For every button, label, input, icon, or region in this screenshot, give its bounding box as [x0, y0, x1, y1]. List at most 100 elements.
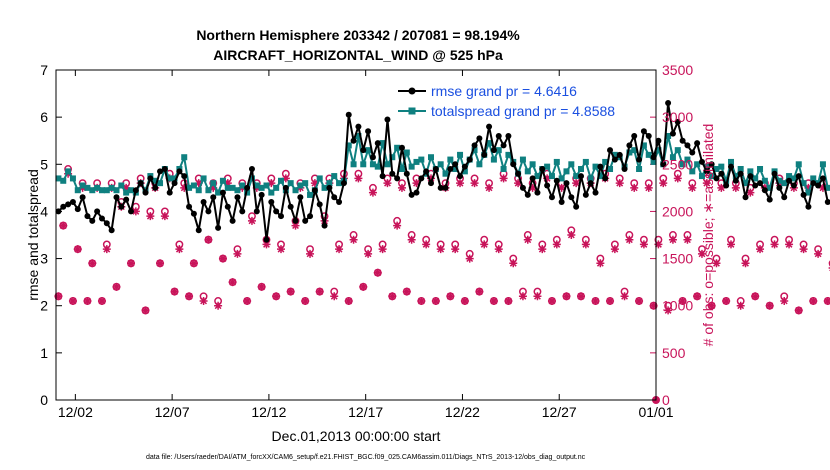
obs-assimilated-marker — [489, 297, 498, 305]
rmse-point — [166, 189, 173, 196]
rmse-point — [263, 236, 270, 243]
rmse-point — [679, 137, 686, 144]
rmse-point — [408, 191, 415, 198]
rmse-point — [219, 189, 226, 196]
totalspread-point — [210, 180, 217, 187]
rmse-point — [215, 224, 222, 231]
rmse-point — [563, 180, 570, 187]
obs-assimilated-marker — [780, 297, 789, 305]
rmse-point — [573, 203, 580, 210]
obs-assimilated-marker — [393, 221, 402, 230]
rmse-point — [442, 184, 449, 191]
x-tick-label: 12/12 — [251, 404, 286, 420]
totalspread-point — [703, 163, 710, 170]
rmse-point — [239, 208, 246, 215]
rmse-point — [602, 175, 609, 182]
obs-assimilated-marker — [243, 297, 252, 305]
obs-assimilated-marker — [407, 235, 416, 244]
totalspread-point — [563, 168, 570, 175]
rmse-point — [316, 201, 323, 208]
rmse-point — [524, 191, 531, 198]
x-tick-label: 12/22 — [445, 404, 480, 420]
obs-assimilated-marker — [514, 179, 523, 188]
obs-assimilated-marker — [809, 297, 818, 305]
totalspread-point — [345, 142, 352, 149]
rmse-point — [326, 184, 333, 191]
totalspread-point — [98, 187, 105, 194]
rmse-point — [674, 118, 681, 125]
rmse-point — [544, 182, 551, 189]
totalspread-point — [278, 177, 284, 184]
totalspread-point — [74, 187, 81, 194]
totalspread-point — [640, 142, 647, 149]
rmse-point — [413, 189, 420, 196]
obs-assimilated-marker — [214, 301, 223, 310]
legend-totalspread-label: totalspread grand pr = 4.8588 — [431, 103, 615, 119]
totalspread-point — [669, 154, 676, 161]
obs-assimilated-marker — [344, 297, 353, 305]
obs-assimilated-marker — [785, 240, 794, 249]
rmse-point — [176, 168, 183, 175]
rmse-point — [384, 116, 391, 123]
rmse-point — [278, 213, 284, 220]
totalspread-point — [718, 163, 725, 170]
rmse-point — [747, 173, 754, 180]
x-tick-label: 12/07 — [155, 404, 190, 420]
obs-assimilated-marker — [397, 183, 406, 192]
rmse-point — [379, 173, 386, 180]
totalspread-point — [84, 184, 91, 191]
rmse-point — [616, 151, 623, 158]
obs-assimilated-marker — [615, 179, 624, 188]
obs-assimilated-marker — [315, 287, 324, 296]
rmse-point — [132, 187, 139, 194]
rmse-point — [490, 147, 497, 154]
obs-assimilated-marker — [335, 245, 344, 254]
rmse-point — [757, 180, 764, 187]
rmse-point — [437, 184, 444, 191]
rmse-point — [587, 180, 594, 187]
rmse-point — [684, 142, 691, 149]
totalspread-point — [471, 147, 478, 154]
obs-assimilated-marker — [756, 245, 765, 254]
totalspread-point — [819, 161, 826, 168]
rmse-point — [766, 196, 773, 203]
totalspread-point — [374, 163, 381, 170]
obs-assimilated-marker — [146, 212, 155, 221]
obs-assimilated-marker — [68, 297, 77, 305]
y-tick-label: 2 — [40, 298, 48, 314]
rmse-point — [515, 170, 522, 177]
rmse-point — [428, 180, 434, 187]
obs-assimilated-marker — [272, 292, 281, 301]
rmse-point — [205, 208, 212, 215]
obs-assimilated-marker — [664, 306, 673, 315]
obs-assimilated-marker — [644, 183, 653, 192]
totalspread-point — [728, 158, 734, 165]
obs-assimilated-marker — [436, 245, 445, 254]
obs-assimilated-marker — [247, 216, 256, 225]
totalspread-point — [452, 166, 459, 172]
rmse-point — [626, 142, 633, 149]
obs-assimilated-marker — [635, 297, 644, 305]
rmse-point — [186, 203, 193, 210]
obs-assimilated-marker — [620, 292, 629, 301]
rmse-point — [268, 199, 275, 205]
rmse-point — [355, 123, 362, 130]
obs-assimilated-marker — [494, 245, 503, 254]
totalspread-point — [597, 173, 604, 180]
rmse-point — [181, 173, 188, 180]
obs-assimilated-marker — [131, 207, 140, 216]
obs-assimilated-marker — [543, 174, 552, 183]
obs-assimilated-marker — [804, 183, 813, 192]
obs-assimilated-marker — [799, 245, 808, 254]
rmse-point — [142, 189, 149, 196]
obs-assimilated-marker — [228, 278, 237, 287]
totalspread-point — [118, 182, 125, 189]
rmse-point — [108, 227, 115, 234]
totalspread-point — [69, 175, 76, 182]
totalspread-point — [689, 168, 696, 175]
rmse-point — [592, 189, 599, 196]
totalspread-point — [708, 173, 715, 180]
legend: rmse grand pr = 4.6416 totalspread grand… — [398, 83, 615, 119]
totalspread-point — [490, 156, 497, 163]
